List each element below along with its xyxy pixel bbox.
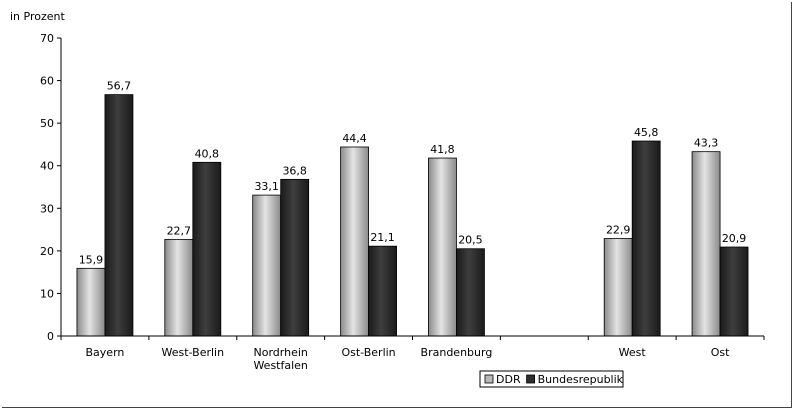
y-tick-label: 10 bbox=[40, 287, 54, 300]
y-tick-label: 60 bbox=[40, 75, 54, 88]
y-tick-label: 30 bbox=[40, 202, 54, 215]
data-label: 40,8 bbox=[195, 147, 220, 160]
legend-swatch bbox=[526, 374, 535, 384]
bar-bundesrepublik bbox=[631, 140, 661, 337]
x-tick-label: Ost bbox=[711, 346, 730, 359]
y-tick-label: 0 bbox=[47, 330, 54, 343]
data-label: 44,4 bbox=[342, 132, 367, 145]
bar-ddr bbox=[252, 194, 282, 337]
data-label: 56,7 bbox=[107, 80, 132, 93]
data-label: 15,9 bbox=[79, 253, 104, 266]
y-axis-label: in Prozent bbox=[10, 10, 65, 23]
chart-frame bbox=[2, 2, 792, 408]
data-label: 22,7 bbox=[167, 224, 192, 237]
x-tick-label: Bayern bbox=[86, 346, 125, 359]
data-label: 22,9 bbox=[606, 224, 631, 237]
y-tick-label: 40 bbox=[40, 160, 54, 173]
bar-bundesrepublik bbox=[456, 248, 485, 337]
data-label: 33,1 bbox=[254, 180, 279, 193]
data-label: 41,8 bbox=[430, 143, 455, 156]
y-tick-label: 20 bbox=[40, 245, 54, 258]
bar-bundesrepublik bbox=[192, 161, 222, 337]
bar-ddr bbox=[691, 151, 721, 337]
data-label: 45,8 bbox=[634, 126, 659, 139]
bar-ddr bbox=[340, 146, 369, 337]
x-tick-label: West bbox=[619, 346, 647, 359]
data-label: 20,9 bbox=[722, 232, 747, 245]
bar-ddr bbox=[76, 267, 106, 337]
bar-bundesrepublik bbox=[719, 246, 749, 337]
legend: DDR Bundesrepublik bbox=[479, 370, 624, 388]
y-tick-label: 70 bbox=[40, 32, 54, 45]
x-tick-label: Brandenburg bbox=[421, 346, 493, 359]
bar-bundesrepublik bbox=[280, 178, 310, 337]
data-label: 43,3 bbox=[694, 137, 719, 150]
bar-bundesrepublik bbox=[104, 94, 134, 337]
y-axis: 0 10 20 30 40 50 60 70 bbox=[40, 32, 62, 343]
bar-ddr bbox=[603, 238, 633, 337]
x-tick-label: Nordrhein bbox=[254, 346, 308, 359]
x-tick-label: Ost-Berlin bbox=[341, 346, 395, 359]
legend-box bbox=[479, 370, 624, 388]
data-label: 20,5 bbox=[458, 234, 483, 247]
x-tick-label: Westfalen bbox=[253, 359, 307, 372]
legend-label: DDR bbox=[496, 373, 521, 386]
bar-ddr bbox=[164, 238, 194, 337]
legend-label: Bundesrepublik bbox=[538, 373, 624, 386]
bar-bundesrepublik bbox=[368, 245, 397, 337]
bar-ddr bbox=[428, 157, 457, 337]
data-label: 36,8 bbox=[282, 164, 307, 177]
y-tick-label: 50 bbox=[40, 117, 54, 130]
data-label: 21,1 bbox=[370, 231, 395, 244]
x-tick-label: West-Berlin bbox=[162, 346, 225, 359]
legend-swatch bbox=[484, 374, 494, 384]
bars: 15,9 56,7 22,7 40,8 33,136,8 44,4 21,1 41,8 20,5… bbox=[76, 80, 749, 337]
